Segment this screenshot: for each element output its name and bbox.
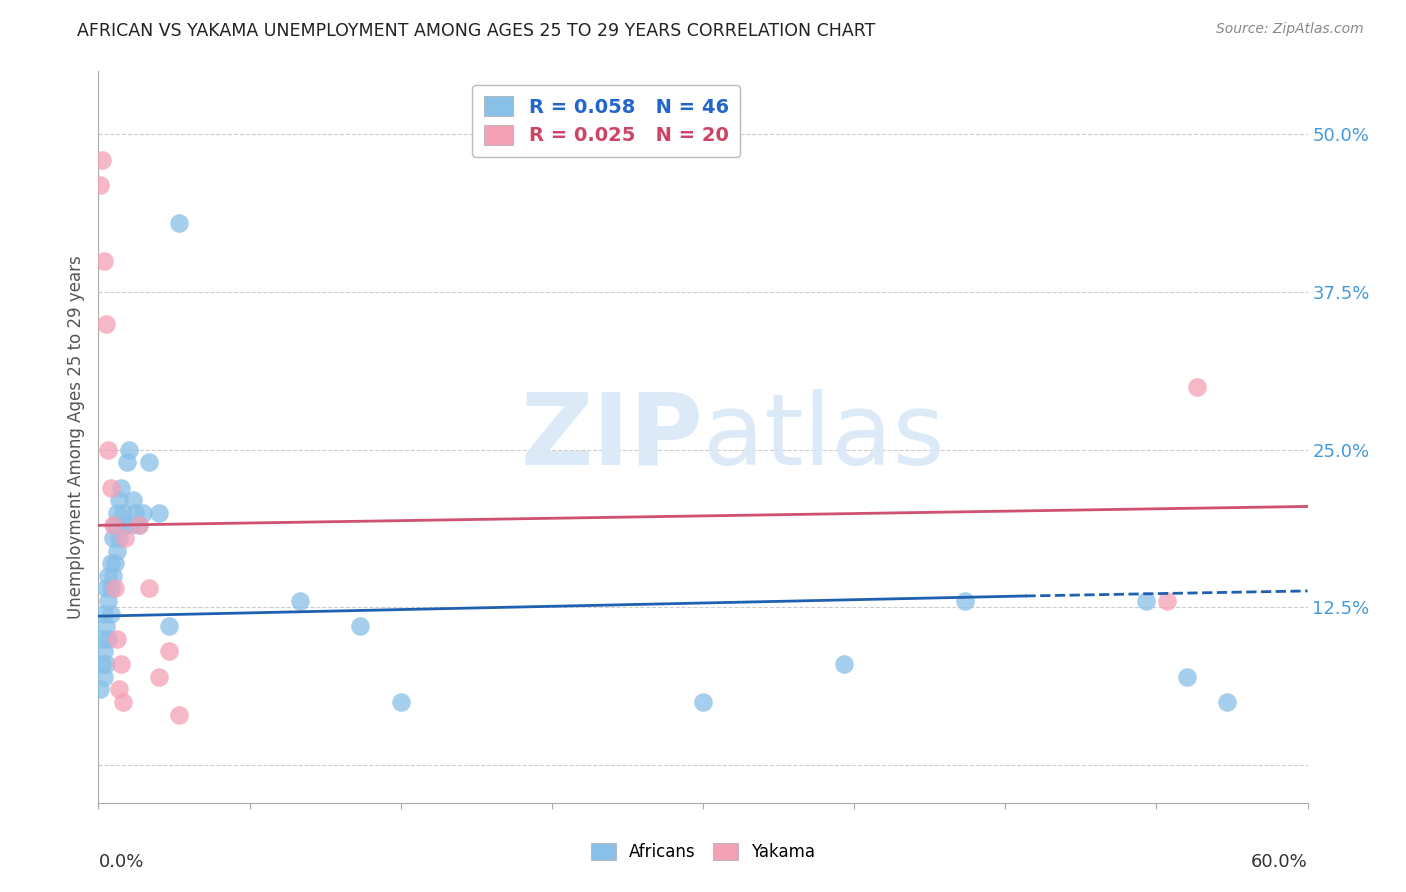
Point — [167, 707, 190, 722]
Text: 60.0%: 60.0% — [1251, 854, 1308, 871]
Legend: Africans, Yakama: Africans, Yakama — [585, 836, 821, 868]
Point — [110, 481, 132, 495]
Point — [91, 657, 114, 671]
Point — [100, 481, 122, 495]
Point — [97, 632, 120, 646]
Point — [105, 506, 128, 520]
Point — [121, 493, 143, 508]
Point — [111, 506, 134, 520]
Point — [114, 518, 136, 533]
Point — [138, 455, 160, 469]
Point — [100, 607, 122, 621]
Point — [692, 695, 714, 709]
Point — [89, 178, 111, 192]
Point — [107, 531, 129, 545]
Point — [1216, 695, 1239, 709]
Point — [148, 670, 170, 684]
Point — [103, 518, 125, 533]
Point — [110, 657, 132, 671]
Point — [93, 670, 115, 684]
Point — [148, 506, 170, 520]
Point — [107, 682, 129, 697]
Point — [97, 569, 120, 583]
Point — [157, 644, 180, 658]
Text: Source: ZipAtlas.com: Source: ZipAtlas.com — [1216, 22, 1364, 37]
Point — [128, 518, 150, 533]
Point — [832, 657, 855, 671]
Point — [120, 518, 142, 533]
Point — [288, 594, 311, 608]
Point — [101, 569, 124, 583]
Point — [1175, 670, 1198, 684]
Point — [91, 632, 114, 646]
Point — [91, 153, 114, 167]
Point — [93, 607, 115, 621]
Point — [96, 582, 118, 596]
Point — [157, 619, 180, 633]
Point — [103, 556, 125, 570]
Point — [96, 619, 118, 633]
Point — [1185, 379, 1208, 393]
Point — [132, 506, 155, 520]
Point — [105, 543, 128, 558]
Point — [97, 594, 120, 608]
Point — [1156, 594, 1178, 608]
Point — [105, 632, 128, 646]
Point — [96, 317, 118, 331]
Text: atlas: atlas — [703, 389, 945, 485]
Point — [167, 216, 190, 230]
Text: ZIP: ZIP — [520, 389, 703, 485]
Point — [115, 455, 138, 469]
Point — [107, 493, 129, 508]
Point — [138, 582, 160, 596]
Point — [89, 682, 111, 697]
Point — [128, 518, 150, 533]
Point — [118, 442, 141, 457]
Point — [389, 695, 412, 709]
Text: AFRICAN VS YAKAMA UNEMPLOYMENT AMONG AGES 25 TO 29 YEARS CORRELATION CHART: AFRICAN VS YAKAMA UNEMPLOYMENT AMONG AGE… — [77, 22, 876, 40]
Point — [100, 582, 122, 596]
Point — [1135, 594, 1157, 608]
Point — [349, 619, 371, 633]
Point — [114, 531, 136, 545]
Point — [124, 506, 146, 520]
Point — [93, 253, 115, 268]
Point — [97, 442, 120, 457]
Point — [111, 695, 134, 709]
Point — [103, 582, 125, 596]
Y-axis label: Unemployment Among Ages 25 to 29 years: Unemployment Among Ages 25 to 29 years — [66, 255, 84, 619]
Point — [93, 644, 115, 658]
Point — [101, 531, 124, 545]
Point — [953, 594, 976, 608]
Text: 0.0%: 0.0% — [98, 854, 143, 871]
Point — [96, 657, 118, 671]
Point — [101, 518, 124, 533]
Point — [100, 556, 122, 570]
